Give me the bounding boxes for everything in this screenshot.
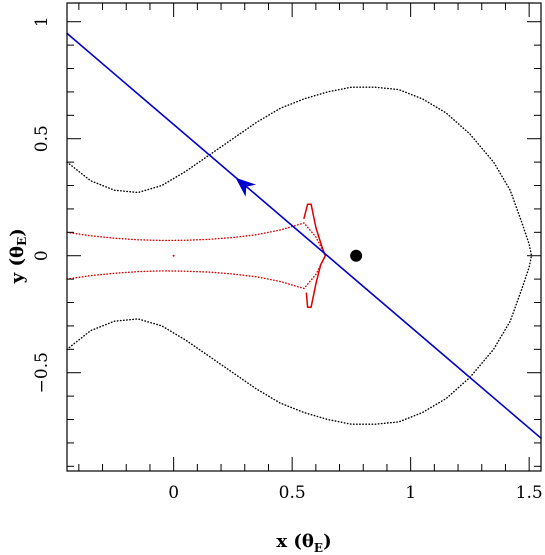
x-axis-label: x (θE)	[276, 531, 331, 555]
tick-labels: 0 0.5 1 1.5 −0.5 0 0.5 1	[32, 16, 543, 503]
plot-frame	[66, 2, 542, 472]
x-tick-label: 1	[405, 483, 416, 503]
central-caustic-dot	[172, 254, 175, 257]
y-tick-label: 0.5	[32, 125, 52, 152]
y-axis-label: y (θE)	[7, 228, 30, 284]
y-tick-label: 1	[32, 16, 52, 27]
caustic-left-2	[66, 255, 326, 290]
trajectory-arrow	[235, 177, 256, 197]
trajectory-4	[66, 32, 542, 439]
x-tick-label: 0.5	[279, 483, 306, 503]
ticks-layer	[67, 3, 541, 471]
caustic-left-1	[66, 222, 326, 257]
y-tick-label: 0	[32, 250, 52, 261]
x-tick-label: 1.5	[516, 483, 543, 503]
critical-curve-0	[66, 86, 533, 425]
lens-position-marker	[350, 249, 363, 262]
curves-layer	[66, 32, 542, 439]
x-tick-label: 0	[168, 483, 179, 503]
y-tick-label: −0.5	[32, 352, 52, 393]
caustic-cusps-3	[303, 203, 327, 308]
